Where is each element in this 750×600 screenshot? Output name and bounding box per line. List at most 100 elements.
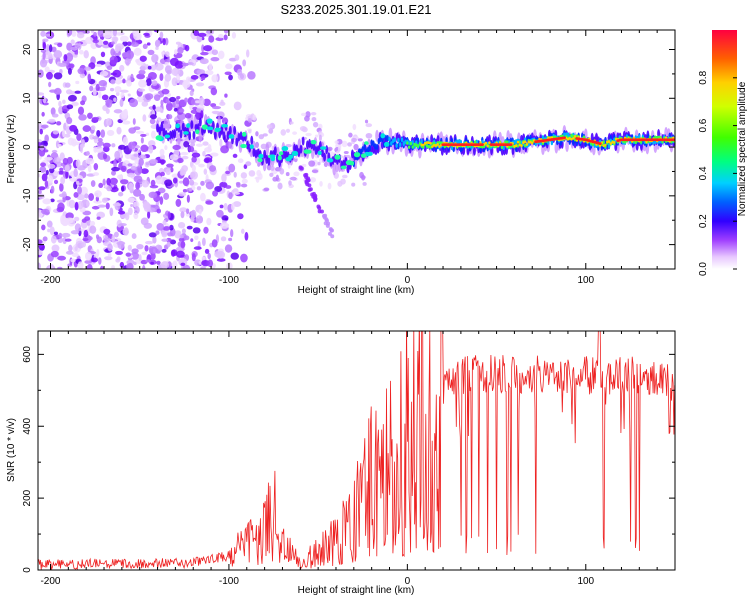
- noise-blob: [150, 179, 156, 187]
- noise-blob: [192, 227, 201, 234]
- ridge-band: [220, 125, 224, 135]
- noise-blob: [164, 73, 172, 82]
- noise-blob: [113, 159, 117, 169]
- noise-blob: [181, 228, 186, 234]
- noise-blob: [179, 207, 188, 213]
- noise-blob: [189, 179, 195, 186]
- noise-blob: [120, 165, 127, 173]
- noise-blob: [67, 94, 77, 102]
- noise-blob: [62, 196, 66, 203]
- noise-blob: [109, 177, 118, 185]
- noise-blob: [109, 55, 118, 65]
- noise-blob: [160, 99, 164, 106]
- noise-blob: [86, 200, 90, 207]
- noise-blob: [58, 62, 63, 67]
- ridge-band: [276, 153, 279, 163]
- spectrogram-y-tick-label: 10: [22, 92, 33, 104]
- noise-blob: [310, 112, 317, 116]
- noise-blob: [60, 176, 66, 185]
- noise-blob: [329, 151, 335, 158]
- noise-blob: [318, 134, 322, 142]
- noise-blob: [110, 79, 116, 85]
- noise-blob: [42, 96, 47, 104]
- ridge-core: [438, 141, 441, 145]
- noise-blob: [166, 69, 172, 75]
- noise-blob: [323, 213, 328, 218]
- noise-blob: [145, 132, 150, 136]
- noise-blob: [89, 225, 97, 234]
- ridge-core: [602, 140, 605, 144]
- noise-blob: [231, 202, 235, 211]
- ridge-band: [156, 123, 159, 133]
- noise-blob: [144, 245, 149, 252]
- noise-blob: [145, 259, 151, 263]
- noise-blob: [116, 126, 122, 135]
- noise-blob: [190, 209, 197, 219]
- noise-blob: [219, 138, 223, 148]
- noise-blob: [361, 174, 366, 181]
- noise-blob: [110, 72, 118, 76]
- noise-blob: [100, 265, 104, 269]
- ridge-core: [500, 145, 504, 150]
- noise-blob: [66, 156, 73, 164]
- noise-blob: [139, 65, 147, 71]
- noise-blob: [77, 200, 84, 210]
- noise-blob: [228, 192, 233, 200]
- noise-blob: [40, 162, 47, 167]
- noise-blob: [76, 31, 85, 39]
- ridge-core: [416, 144, 420, 148]
- noise-blob: [225, 170, 231, 175]
- noise-blob: [160, 261, 170, 269]
- noise-blob: [122, 227, 130, 236]
- noise-blob: [114, 86, 122, 93]
- ridge-band: [250, 135, 254, 145]
- ridge-core: [654, 135, 657, 140]
- noise-blob: [53, 50, 63, 59]
- noise-blob: [93, 200, 102, 204]
- noise-blob: [289, 121, 294, 125]
- ridge-band: [305, 140, 309, 150]
- noise-blob: [232, 153, 238, 158]
- ridge-band: [246, 140, 249, 150]
- noise-blob: [254, 141, 260, 148]
- noise-blob: [47, 228, 51, 233]
- noise-blob: [97, 204, 107, 208]
- noise-blob: [105, 117, 112, 126]
- noise-blob: [212, 106, 221, 110]
- noise-blob: [189, 170, 199, 180]
- ridge-core: [431, 145, 434, 149]
- noise-blob: [193, 30, 200, 37]
- noise-blob: [270, 165, 275, 171]
- noise-blob: [327, 146, 333, 151]
- noise-blob: [77, 42, 82, 50]
- noise-blob: [208, 63, 213, 71]
- noise-blob: [38, 139, 42, 143]
- noise-blob: [221, 215, 229, 221]
- ridge-core: [429, 141, 432, 145]
- noise-blob: [113, 231, 119, 238]
- noise-blob: [47, 54, 53, 60]
- noise-blob: [82, 210, 92, 216]
- noise-blob: [191, 253, 196, 262]
- noise-blob: [167, 232, 173, 237]
- noise-blob: [225, 185, 232, 189]
- noise-blob: [189, 90, 194, 97]
- noise-blob: [64, 164, 70, 173]
- noise-blob: [246, 49, 250, 58]
- noise-blob: [230, 229, 234, 238]
- noise-blob: [115, 78, 122, 85]
- noise-blob: [220, 222, 229, 229]
- noise-blob: [180, 240, 186, 249]
- noise-blob: [41, 173, 48, 182]
- ridge-core: [473, 140, 477, 144]
- noise-blob: [42, 51, 46, 60]
- noise-blob: [210, 152, 219, 157]
- noise-blob: [163, 192, 170, 200]
- noise-blob: [240, 253, 248, 263]
- noise-blob: [129, 98, 139, 108]
- noise-blob: [277, 182, 283, 190]
- noise-blob: [181, 165, 188, 173]
- ridge-core: [611, 140, 614, 144]
- noise-blob: [38, 189, 42, 195]
